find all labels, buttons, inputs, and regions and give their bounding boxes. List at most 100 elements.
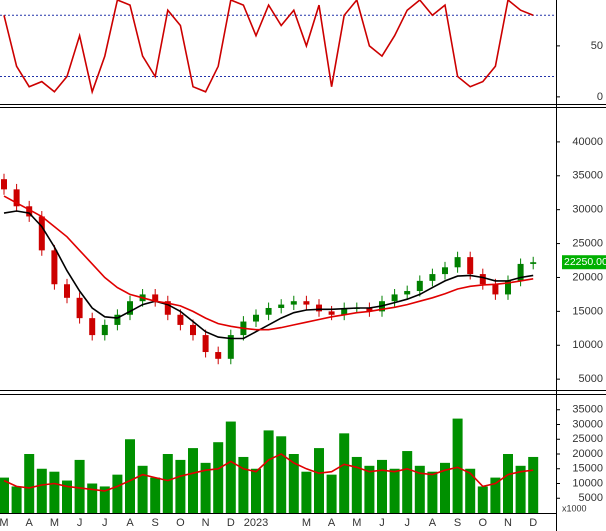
bar <box>137 465 148 513</box>
candle-body <box>404 291 411 295</box>
bar <box>276 436 287 513</box>
x-tick-label: J <box>102 517 108 529</box>
candle-body <box>51 250 58 285</box>
bar <box>490 477 501 513</box>
bar <box>528 456 539 513</box>
x-tick-label: 2023 <box>244 517 268 529</box>
line <box>3 210 534 340</box>
bar <box>188 448 198 513</box>
candle-body <box>316 304 322 312</box>
bar <box>339 433 350 513</box>
x-tick-label: M <box>352 517 361 529</box>
y-tick-label: 35000 <box>572 170 603 182</box>
candle-body <box>265 307 272 315</box>
bar <box>24 454 35 513</box>
bar <box>389 468 400 513</box>
bar <box>440 462 450 513</box>
candle-body <box>114 314 121 325</box>
x-tick-label: S <box>454 517 461 529</box>
x-tick-label: D <box>529 517 537 529</box>
x-tick-label: O <box>479 517 488 529</box>
x-tick-label: S <box>152 517 159 529</box>
y-tick-label: 40000 <box>572 136 603 148</box>
candle-body <box>505 280 511 295</box>
y-tick-label: 10000 <box>572 477 603 489</box>
bar <box>74 459 85 513</box>
bar <box>452 418 463 513</box>
bar <box>238 456 249 513</box>
candle-body <box>64 284 70 298</box>
bar <box>314 448 324 513</box>
candle-body <box>202 335 209 353</box>
candle-body <box>492 284 499 295</box>
x-tick-label: J <box>77 517 83 529</box>
bar <box>477 486 488 513</box>
x-tick-label: N <box>504 517 512 529</box>
bar <box>364 465 375 513</box>
bar <box>301 471 312 513</box>
bar <box>288 454 299 513</box>
bar <box>11 486 22 513</box>
y-tick-label: 20000 <box>572 271 603 283</box>
candle-body <box>479 274 486 285</box>
bar <box>377 459 387 513</box>
bar <box>62 480 72 513</box>
bar <box>213 442 224 513</box>
bar <box>49 471 60 513</box>
x-tick-label: M <box>302 517 311 529</box>
bar <box>263 430 274 513</box>
y-tick-label: 25000 <box>572 433 603 445</box>
unit-label: x1000 <box>562 503 587 513</box>
bar <box>414 465 425 513</box>
candle-body <box>38 216 45 251</box>
x-tick-label: O <box>176 517 185 529</box>
candle-body <box>1 179 7 190</box>
bar <box>225 421 236 513</box>
bar <box>99 486 110 513</box>
last-price-box <box>562 255 606 270</box>
bar <box>251 468 261 513</box>
candle-body <box>164 301 171 315</box>
x-tick-label: A <box>126 517 134 529</box>
last-price-label: 22250.00 <box>564 256 606 268</box>
y-tick-label: 15000 <box>572 305 603 317</box>
line <box>3 453 534 492</box>
bar <box>36 468 47 513</box>
bar <box>200 462 211 513</box>
x-tick-label: A <box>429 517 437 529</box>
x-tick-label: M <box>0 517 9 529</box>
y-tick-label: 5000 <box>579 492 603 504</box>
x-tick-label: J <box>379 517 385 529</box>
y-tick-label: 10000 <box>572 339 603 351</box>
candle-body <box>341 307 348 315</box>
candle-body <box>152 294 159 302</box>
candle-body <box>101 324 108 336</box>
y-tick-label: 20000 <box>572 448 603 460</box>
y-tick-label: 25000 <box>572 237 603 249</box>
x-tick-label: M <box>50 517 59 529</box>
bar <box>503 454 513 513</box>
bar <box>465 468 476 513</box>
bar <box>351 456 362 513</box>
x-tick-label: A <box>26 517 34 529</box>
candle-body <box>467 257 474 275</box>
y-tick-label: 50 <box>591 40 603 52</box>
candle-body <box>328 311 335 315</box>
candle-body <box>290 301 297 305</box>
bar <box>175 459 186 513</box>
candle-body <box>416 280 423 292</box>
y-tick-label: 35000 <box>572 404 603 416</box>
candle-body <box>13 189 20 207</box>
candle-body <box>530 262 537 264</box>
candle-body <box>190 324 196 336</box>
bar <box>427 471 438 513</box>
candle-body <box>442 267 448 275</box>
bar <box>112 474 123 513</box>
x-tick-label: J <box>404 517 410 529</box>
y-tick-label: 30000 <box>572 418 603 430</box>
candle-body <box>89 318 96 336</box>
bar <box>326 474 337 513</box>
candle-body <box>366 307 373 312</box>
